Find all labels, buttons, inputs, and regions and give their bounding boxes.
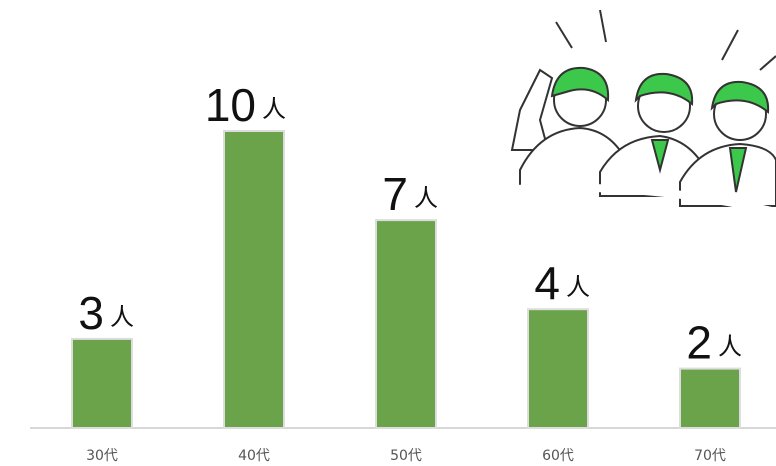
value-unit: 人 xyxy=(718,333,742,361)
bar xyxy=(680,369,740,428)
value-unit: 人 xyxy=(262,95,286,123)
illustration xyxy=(500,10,776,212)
chart: 3人30代10人40代7人50代4人60代2人70代 xyxy=(0,0,776,466)
x-tick-label: 40代 xyxy=(238,448,270,464)
value-label: 4 xyxy=(534,257,560,309)
x-tick-label: 70代 xyxy=(694,448,726,464)
value-unit: 人 xyxy=(414,184,438,212)
value-unit: 人 xyxy=(566,273,590,301)
value-label: 7 xyxy=(382,168,408,220)
x-tick-label: 60代 xyxy=(542,448,574,464)
value-label: 2 xyxy=(686,317,712,369)
bar xyxy=(72,339,132,428)
bar xyxy=(528,309,588,428)
value-unit: 人 xyxy=(110,303,134,331)
bar xyxy=(224,131,284,428)
value-label: 3 xyxy=(78,287,104,339)
x-tick-label: 50代 xyxy=(390,448,422,464)
value-label: 10 xyxy=(205,79,256,131)
x-tick-label: 30代 xyxy=(86,448,118,464)
page: 3人30代10人40代7人50代4人60代2人70代 (() => { cons… xyxy=(0,0,776,466)
bar xyxy=(376,220,436,428)
